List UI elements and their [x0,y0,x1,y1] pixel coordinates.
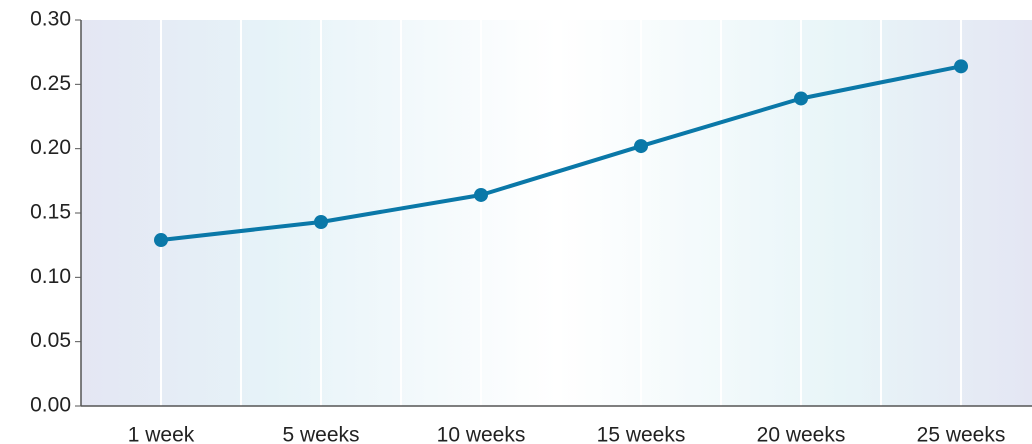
x-tick-label: 10 weeks [437,424,526,444]
y-tick-label: 0.20 [30,136,71,159]
y-tick-label: 0.00 [30,394,71,417]
x-tick-label: 15 weeks [597,424,686,444]
y-tick-label: 0.15 [30,201,71,224]
marker [634,139,648,154]
marker [154,233,168,248]
marker [314,215,328,230]
x-tick-label: 5 weeks [282,424,359,444]
plot-background [81,20,1032,406]
x-tick-label: 25 weeks [917,424,1006,444]
x-tick-label: 1 week [128,424,195,444]
x-tick-label: 20 weeks [757,424,846,444]
y-tick-label: 0.30 [30,8,71,31]
marker [954,59,968,74]
marker [474,187,488,202]
y-tick-label: 0.25 [30,72,71,95]
line [160,64,962,243]
y-tick-label: 0.05 [30,329,71,352]
y-tick-label: 0.10 [30,265,71,288]
marker [794,91,808,106]
